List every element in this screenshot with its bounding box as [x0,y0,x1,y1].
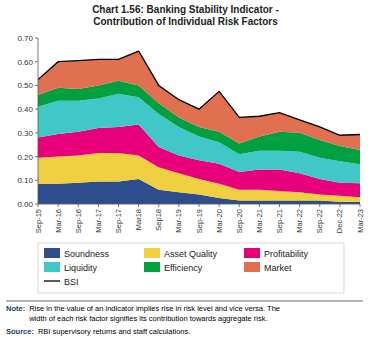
y-tick [35,180,38,181]
x-tick [138,204,139,207]
x-tick-label: Mar-17 [94,209,103,233]
y-tick-label: 0.00 [17,200,33,209]
note-line: RBI supervisory returns and staff calcul… [38,327,190,336]
legend-swatch [244,248,260,258]
title: Chart 1.56: Banking Stability Indicator … [92,4,279,27]
legend-label: Efficiency [164,263,203,273]
legend-swatch [44,248,60,258]
y-tick-label: 0.30 [17,129,33,138]
x-tick [360,204,361,207]
x-tick-label: Sep-15 [34,209,43,233]
x-tick-label: Sep-21 [275,209,284,233]
x-tick [38,204,39,207]
note-text: RBI supervisory returns and staff calcul… [38,327,190,336]
title-line: Contribution of Individual Risk Factors [93,16,278,27]
x-tick [118,204,119,207]
legend: Soundness Asset Quality Profitability Liqui… [38,243,344,293]
y-tick [35,61,38,62]
y-tick-label: 0.40 [17,105,33,114]
y-tick-label: 0.60 [17,58,33,67]
x-tick-label: Mar-22 [295,209,304,233]
x-tick [259,204,260,207]
x-tick [178,204,179,207]
x-tick-label: Sep-19 [195,209,204,233]
note-label: Note: [6,304,25,313]
y-tick [35,85,38,86]
x-tick [158,204,159,207]
axes: 0.00 0.10 0.20 0.30 0.40 0.50 0.60 0.70 Sep-15 Ma… [17,34,364,233]
note-label: Source: [6,327,34,336]
legend-swatch [144,248,160,258]
chart: Chart 1.56: Banking Stability Indicator … [0,0,371,351]
x-tick [299,204,300,207]
x-tick [78,204,79,207]
x-tick-label: Sep-17 [114,209,123,233]
x-tick [239,204,240,207]
x-tick [199,204,200,207]
plot-area [38,51,360,204]
note-line: width of each risk factor signifies its … [28,314,267,323]
legend-swatch [44,280,60,281]
x-tick-label: Mar-23 [356,209,365,233]
x-tick [339,204,340,207]
y-tick [35,38,38,39]
x-tick [319,204,320,207]
notes: Note: Rise in the value of an indicator i… [6,304,280,336]
note-text: Rise in the value of an indicator implie… [28,304,280,323]
x-tick-label: Mar-20 [215,209,224,233]
y-tick-label: 0.20 [17,153,33,162]
y-tick-label: 0.50 [17,81,33,90]
line [38,51,360,135]
x-tick [58,204,59,207]
legend-label: BSI [64,277,79,287]
x-tick-label: Mar-21 [255,209,264,233]
y-tick-label: 0.10 [17,176,33,185]
x-tick-label: Mar18 [134,209,143,230]
legend-label: Asset Quality [164,249,218,259]
x-tick [98,204,99,207]
x-tick-label: Sep-22 [315,209,324,233]
legend-swatch [44,262,60,272]
legend-label: Market [264,263,292,273]
y-tick [35,204,38,205]
x-tick-label: Dec-22 [335,209,344,233]
x-tick [219,204,220,207]
y-tick [35,109,38,110]
x-tick-label: Mar-19 [174,209,183,233]
separator [6,301,363,302]
x-tick-label: Mar-16 [54,209,63,233]
legend-swatch [144,262,160,272]
legend-swatch [244,262,260,272]
x-tick [279,204,280,207]
title-line: Chart 1.56: Banking Stability Indicator … [92,4,279,15]
legend-label: Soundness [64,249,110,259]
legend-frame [38,243,344,293]
y-tick-label: 0.70 [17,34,33,43]
y-axis-line [38,38,39,204]
y-tick [35,132,38,133]
x-tick-label: Sep18 [154,209,163,231]
x-tick-label: Sep-20 [235,209,244,233]
x-tick-label: Sep-16 [74,209,83,233]
legend-label: Profitability [264,249,309,259]
note-line: Rise in the value of an indicator implie… [29,304,280,313]
y-tick [35,156,38,157]
area [38,51,360,150]
legend-label: Liquidity [64,263,98,273]
